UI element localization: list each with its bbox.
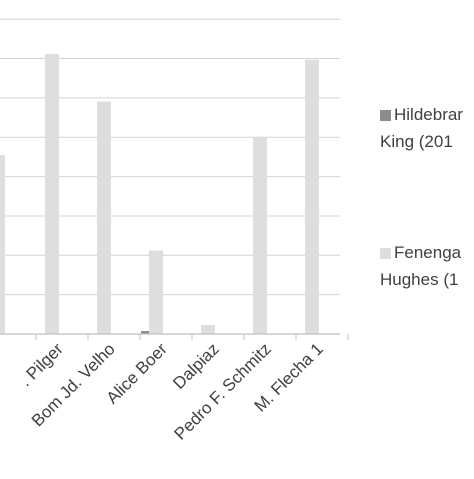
legend-swatch [380, 110, 391, 121]
bar-series2-2 [149, 250, 163, 334]
x-tick-label: . Pilger [16, 339, 67, 390]
bar-series2-1 [97, 101, 111, 334]
legend-swatch [380, 248, 391, 259]
bars [0, 53, 319, 335]
axis [0, 333, 349, 340]
bar-series2-0 [45, 53, 59, 334]
bar-series2-5 [305, 59, 319, 335]
legend-label: Hughes (1 [380, 270, 458, 289]
bar-series2-4 [253, 137, 267, 334]
x-tick-label: Pedro F. Schmitz [171, 339, 275, 443]
legend-label: Hildebrar [394, 105, 463, 124]
bar-partial [0, 155, 5, 334]
bar-series2-3 [201, 325, 215, 334]
legend-label: King (201 [380, 132, 453, 151]
legend: Hildebrar King (201 Fenenga Hughes (1 [380, 105, 463, 289]
legend-label: Fenenga [394, 243, 462, 262]
bar-series1-2 [141, 331, 155, 334]
